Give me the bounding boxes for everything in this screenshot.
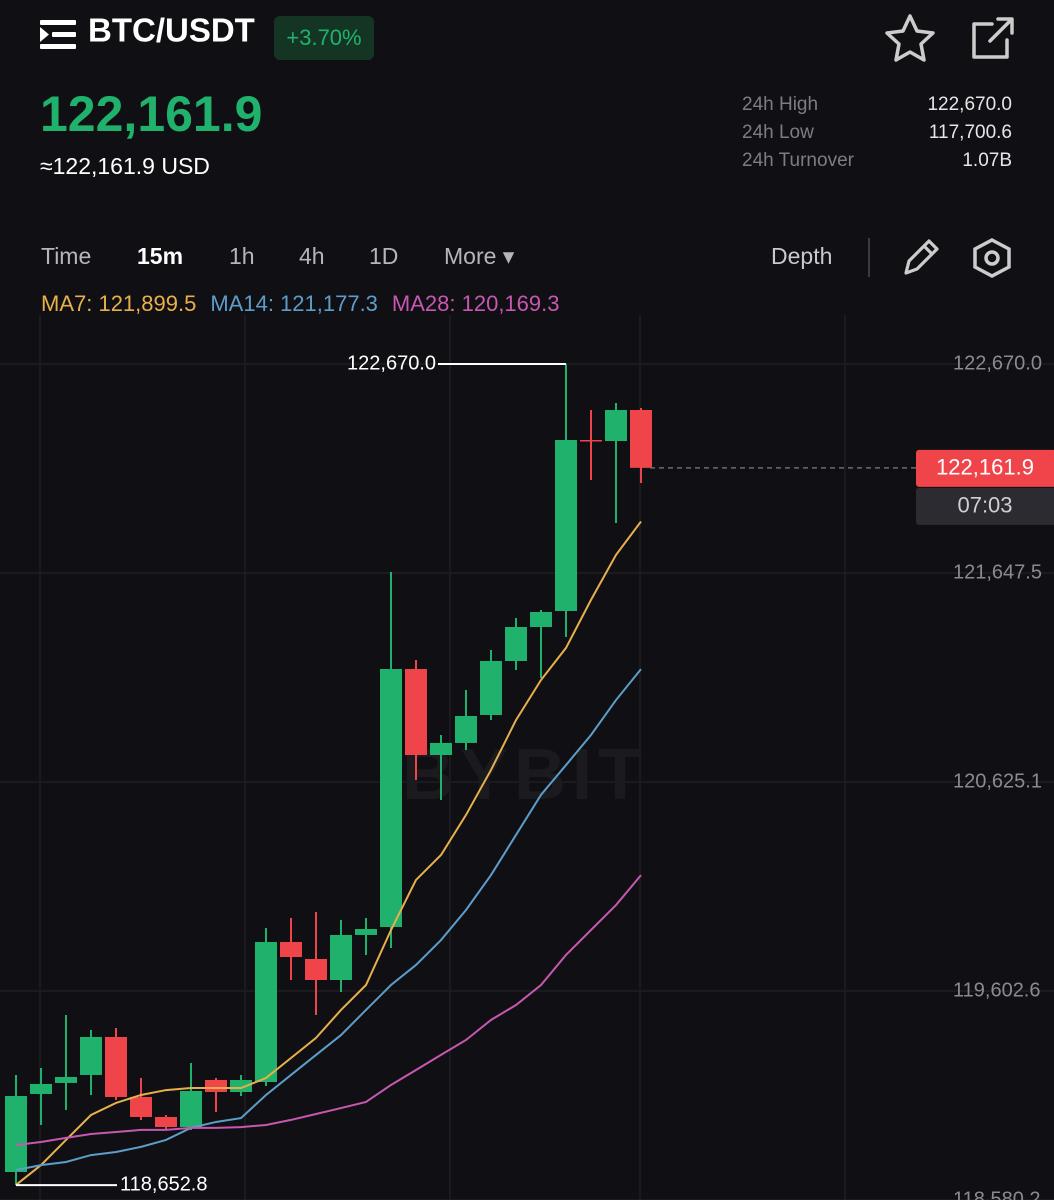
candle-body <box>605 409 627 441</box>
candle-body <box>155 1116 177 1127</box>
stats: 24h High 122,670.0 24h Low 117,700.6 24h Tur… <box>742 94 1012 171</box>
legend-entry: MA14: 121,177.3 <box>210 291 378 316</box>
draw-icon[interactable] <box>904 239 939 275</box>
candle-body <box>130 1096 152 1117</box>
candle-body <box>405 669 427 755</box>
last-price: 122,161.9 <box>40 86 262 142</box>
candle-body <box>5 1095 27 1172</box>
legend-entry: MA7: 121,899.5 <box>41 291 196 316</box>
price-tag-label: 122,161.9 <box>936 455 1034 480</box>
candle-body <box>630 409 652 468</box>
y-tick-label: 119,602.6 <box>953 979 1041 1001</box>
chart: 122,670.0 121,647.5 120,625.1 119,602.6 118,… <box>0 315 1054 1200</box>
candle-body <box>530 611 552 627</box>
ma-line <box>15 668 642 1171</box>
y-tick-label: 122,670.0 <box>953 352 1042 374</box>
share-icon[interactable] <box>972 17 1014 59</box>
candle-body <box>480 660 502 715</box>
candle-body <box>455 715 477 743</box>
y-tick-label: 120,625.1 <box>953 770 1042 792</box>
countdown-tag <box>916 487 1054 525</box>
price-usd: ≈122,161.9 USD <box>40 153 210 179</box>
interval-tab[interactable]: 4h <box>299 243 325 269</box>
candle-body <box>330 934 352 980</box>
interval-tabs: Time 15m 1h 4h 1D More ▾ <box>41 243 515 269</box>
menu-icon[interactable] <box>40 20 76 49</box>
price-tag <box>916 449 1054 487</box>
candle-body <box>80 1036 102 1075</box>
candle-body <box>205 1079 227 1092</box>
candle-body <box>430 742 452 755</box>
candle-body <box>555 439 577 611</box>
stat-label: 24h Low <box>742 122 814 143</box>
settings-icon[interactable] <box>973 238 1011 278</box>
stat-value: 122,670.0 <box>927 94 1012 115</box>
candle-body <box>230 1079 252 1092</box>
ma-line <box>15 874 642 1147</box>
stat-value: 117,700.6 <box>929 122 1012 143</box>
candle-body <box>255 941 277 1082</box>
interval-tab[interactable]: 15m <box>137 243 183 269</box>
depth-tab[interactable]: Depth <box>771 243 832 269</box>
interval-tab[interactable]: Time <box>41 243 91 269</box>
candle-body <box>55 1076 77 1083</box>
pair-title: BTC/USDT <box>88 12 255 49</box>
countdown-label: 07:03 <box>957 493 1012 518</box>
interval-tab[interactable]: More ▾ <box>444 243 515 269</box>
high-label: 122,670.0 <box>347 352 436 374</box>
candle-body <box>105 1036 127 1097</box>
low-label: 118,652.8 <box>120 1173 208 1195</box>
stat-label: 24h Turnover <box>742 150 855 171</box>
interval-tab[interactable]: 1h <box>229 243 255 269</box>
ma-legend: MA7: 121,899.5 MA14: 121,177.3 MA28: 120,1… <box>41 291 560 316</box>
legend-entry: MA28: 120,169.3 <box>392 291 560 316</box>
candle-body <box>280 941 302 957</box>
y-tick-label: 118,580.2 <box>953 1188 1041 1200</box>
change-value: +3.70% <box>286 25 361 50</box>
y-tick-label: 121,647.5 <box>953 561 1042 583</box>
stat-label: 24h High <box>742 94 818 115</box>
candle-body <box>305 958 327 980</box>
candle-body <box>580 439 602 442</box>
change-badge <box>274 16 374 60</box>
candle-body <box>355 928 377 935</box>
candle-body <box>30 1083 52 1094</box>
stat-value: 1.07B <box>962 150 1012 171</box>
candle-body <box>380 669 402 927</box>
candle-body <box>180 1090 202 1127</box>
interval-tab[interactable]: 1D <box>369 243 398 269</box>
ma-line <box>15 520 642 1186</box>
candle-body <box>505 626 527 661</box>
favorite-icon[interactable] <box>885 14 935 62</box>
